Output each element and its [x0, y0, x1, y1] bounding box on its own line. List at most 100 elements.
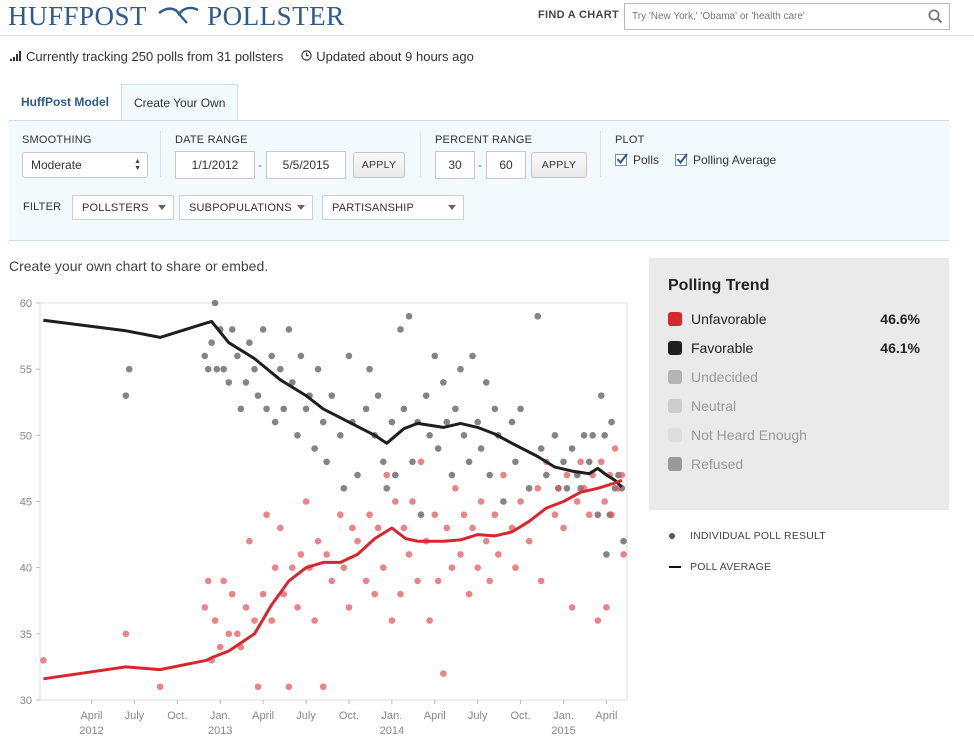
trend-line-unfavorable [43, 478, 623, 681]
poll-point [302, 498, 310, 505]
poll-point [276, 365, 284, 373]
poll-point [251, 617, 258, 624]
poll-point [543, 471, 550, 479]
poll-point [405, 312, 413, 320]
tab-create-your-own[interactable]: Create Your Own [121, 84, 239, 121]
poll-point [620, 537, 627, 545]
updated-text: Updated about 9 hours ago [316, 49, 474, 64]
poll-point [349, 524, 356, 532]
date-from-input[interactable]: 1/1/2012 [175, 151, 255, 179]
controls-panel: SMOOTHING Moderate ▲ ▼ DATE RANGE 1/1/201… [9, 120, 949, 241]
poll-point [259, 326, 267, 333]
poll-point [440, 379, 447, 386]
trend-row-favorable[interactable]: Favorable 46.1% [668, 339, 920, 357]
poll-point [431, 511, 439, 519]
poll-point [597, 458, 605, 466]
smoothing-select[interactable]: Moderate ▲ ▼ [22, 152, 148, 178]
percent-apply-button[interactable]: APPLY [531, 152, 587, 178]
poll-point [597, 392, 605, 399]
poll-point [431, 352, 439, 360]
poll-point [500, 498, 507, 505]
poll-point [125, 365, 133, 373]
poll-point [517, 405, 524, 413]
dropdown-arrow-icon [158, 205, 166, 210]
poll-point [383, 484, 391, 492]
signal-bars-icon [10, 49, 22, 64]
trend-value: 46.1% [880, 340, 920, 356]
poll-point [234, 352, 241, 360]
poll-chart: 30 35 40 45 50 55 60 April 2012 July Oct. Jan. 2013 A… [20, 298, 628, 737]
date-apply-button[interactable]: APPLY [353, 152, 405, 178]
x-tick-label: April [80, 710, 102, 722]
tab-huffpost-model[interactable]: HuffPost Model [21, 95, 109, 109]
plot-label: PLOT [615, 134, 645, 146]
poll-point [534, 312, 542, 320]
poll-point [122, 630, 130, 638]
x-tick-label: Jan. [210, 710, 231, 722]
poll-point [263, 405, 270, 413]
poll-point [512, 458, 519, 466]
plot-frame [39, 302, 628, 701]
poll-point [319, 418, 327, 426]
date-to-input[interactable]: 5/5/2015 [266, 151, 346, 179]
filter-pollsters-label: POLLSTERS [82, 201, 149, 214]
poll-point [379, 564, 387, 571]
filter-pollsters[interactable]: POLLSTERS [72, 195, 174, 220]
poll-point [379, 458, 387, 466]
trend-row-not-heard-enough[interactable]: Not Heard Enough [668, 426, 920, 444]
poll-point [314, 537, 322, 545]
polling-average-checkbox[interactable]: Polling Average [675, 153, 776, 167]
search-icon[interactable] [928, 9, 943, 29]
poll-point [426, 432, 433, 439]
filter-subpopulations[interactable]: SUBPOPULATIONS [179, 195, 313, 220]
polling-trend-panel: Polling Trend Unfavorable 46.6% Favorable… [649, 258, 949, 510]
trend-label: Undecided [691, 369, 758, 385]
x-tick-label: April [424, 710, 446, 722]
poll-point [242, 379, 250, 386]
poll-point [580, 432, 588, 439]
filter-partisanship[interactable]: PARTISANSHIP [322, 195, 464, 220]
poll-point [237, 405, 245, 413]
trend-swatch [668, 399, 682, 413]
poll-point [156, 683, 164, 691]
poll-point [551, 432, 559, 439]
percent-from-input[interactable]: 30 [435, 151, 475, 179]
poll-point [417, 458, 425, 466]
poll-point [560, 524, 567, 532]
poll-point [611, 445, 619, 452]
search-input[interactable] [625, 4, 915, 29]
poll-point [601, 432, 608, 439]
x-tick-label: July [296, 710, 316, 722]
y-tick-label: 45 [20, 497, 32, 509]
poll-point [234, 630, 241, 638]
poll-point [537, 577, 545, 585]
logo[interactable]: HUFFPOST POLLSTER [8, 1, 345, 31]
poll-point [362, 577, 370, 585]
poll-point [594, 511, 602, 519]
poll-point [409, 458, 416, 466]
trend-row-unfavorable[interactable]: Unfavorable 46.6% [668, 310, 920, 328]
poll-point [216, 643, 224, 651]
poll-point [477, 498, 485, 505]
percent-dash: - [478, 158, 482, 172]
x-tick-label: April [595, 710, 617, 722]
percent-to-input[interactable]: 60 [486, 151, 526, 179]
legend-individual-poll: INDIVIDUAL POLL RESULT [669, 530, 826, 542]
poll-point [374, 392, 382, 399]
poll-point [340, 484, 348, 492]
trend-row-undecided[interactable]: Undecided [668, 368, 920, 386]
trend-row-neutral[interactable]: Neutral [668, 397, 920, 415]
poll-point [213, 365, 221, 373]
poll-point [201, 604, 209, 611]
trend-row-refused[interactable]: Refused [668, 455, 920, 473]
poll-point [460, 432, 468, 439]
poll-point [388, 418, 396, 426]
trend-value: 46.6% [880, 311, 920, 327]
poll-point [294, 604, 301, 611]
trend-line-favorable [43, 318, 623, 488]
poll-point [122, 392, 130, 399]
poll-point [491, 405, 499, 413]
polls-checkbox[interactable]: Polls [615, 153, 659, 167]
poll-point [618, 471, 626, 479]
poll-point [422, 392, 430, 399]
